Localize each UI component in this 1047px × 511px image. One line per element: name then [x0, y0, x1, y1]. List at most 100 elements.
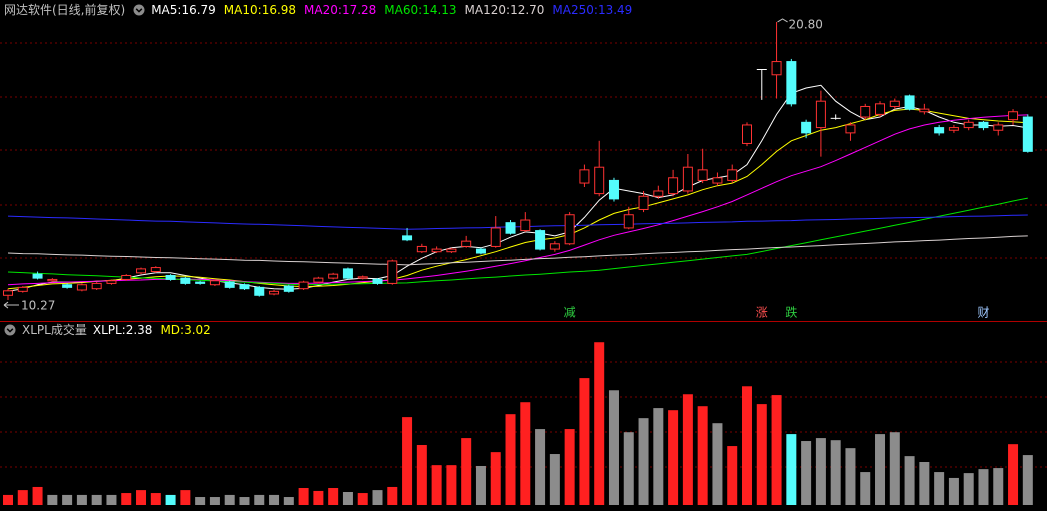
- annotation-label: 10.27: [21, 299, 55, 313]
- candle-body: [76, 284, 87, 291]
- candle-body: [17, 286, 28, 292]
- legend-name: MD: [160, 323, 181, 337]
- event-marker[interactable]: 涨: [756, 305, 768, 320]
- legend-separator: :: [337, 3, 342, 17]
- price-header: 网达软件(日线,前复权) MA5: 16.79 MA10: 16.98 MA20: …: [4, 2, 640, 18]
- annotation-pointer: [777, 18, 788, 23]
- volume-bar: [47, 494, 58, 505]
- candle-body: [549, 243, 560, 250]
- volume-bar: [224, 494, 235, 505]
- candle-body: [771, 61, 782, 76]
- candle-body: [446, 248, 457, 253]
- candle-body: [313, 277, 324, 283]
- candle-body: [638, 195, 649, 210]
- candle-body: [608, 179, 619, 200]
- candle-body: [195, 281, 206, 284]
- volume-bar: [32, 486, 43, 505]
- legend-separator: :: [121, 323, 126, 337]
- candle-body: [963, 121, 974, 129]
- volume-bar: [889, 432, 900, 505]
- legend-name: MA250: [552, 3, 594, 17]
- legend-name: MA120: [464, 3, 507, 17]
- candle-body: [254, 286, 265, 296]
- menu-icon[interactable]: [4, 324, 16, 336]
- candle-body: [180, 277, 191, 284]
- volume-bar: [830, 440, 841, 505]
- ma-line: [7, 235, 1028, 266]
- volume-bar: [682, 394, 693, 505]
- volume-bar: [372, 490, 383, 505]
- event-marker[interactable]: 财: [977, 306, 989, 320]
- menu-icon[interactable]: [133, 4, 145, 16]
- legend-value: 3.02: [184, 323, 211, 337]
- volume-bar: [535, 429, 546, 505]
- volume-bar: [520, 402, 531, 505]
- candle-body: [948, 127, 959, 131]
- volume-bar: [209, 497, 220, 505]
- candle-body: [402, 235, 413, 241]
- candle-body: [697, 169, 708, 181]
- volume-bar: [815, 438, 826, 505]
- candle-body: [653, 190, 664, 197]
- indicator-legend: XLPL: 2.38 MD: 3.02: [93, 322, 219, 338]
- candle-body: [387, 260, 398, 284]
- volume-bar: [76, 494, 87, 505]
- volume-bar: [3, 494, 13, 505]
- volume-bar: [121, 493, 132, 505]
- volume-bar: [608, 390, 619, 505]
- volume-bar: [357, 493, 368, 505]
- candle-body: [91, 282, 102, 290]
- legend-value: 12.70: [510, 3, 545, 17]
- event-marker[interactable]: 跌: [785, 305, 797, 320]
- volume-bar: [165, 494, 176, 505]
- volume-bar: [269, 494, 280, 505]
- ma-line: [7, 108, 1028, 290]
- legend-value: 13.49: [597, 3, 633, 17]
- legend-separator: :: [418, 3, 423, 17]
- volume-bar: [387, 486, 398, 505]
- candle-body: [62, 284, 73, 288]
- legend-separator: :: [257, 3, 262, 17]
- volume-bar: [564, 429, 575, 505]
- candle-body: [283, 285, 294, 292]
- volume-bar: [195, 497, 206, 505]
- volume-bar: [860, 472, 871, 505]
- candle-body: [150, 267, 161, 273]
- annotation-label: 20.80: [789, 17, 823, 31]
- event-marker[interactable]: 减: [564, 306, 576, 320]
- volume-bar: [919, 462, 930, 505]
- volume-bar: [106, 494, 117, 505]
- candle-body: [564, 214, 575, 245]
- legend-name: MA20: [304, 3, 338, 17]
- volume-bar: [712, 423, 723, 505]
- candle-body: [1022, 116, 1033, 152]
- candle-body: [357, 276, 368, 279]
- candle-body: [845, 124, 856, 134]
- volume-bar: [875, 434, 886, 505]
- candle-body: [106, 280, 117, 284]
- volume-bar: [697, 406, 708, 505]
- candle-body: [623, 214, 634, 229]
- chart-title: 网达软件(日线,前复权): [4, 3, 126, 17]
- candle-body: [461, 240, 472, 247]
- candle-body: [475, 248, 486, 254]
- volume-bar: [416, 445, 427, 505]
- volume-bar: [845, 448, 856, 505]
- annotation-arrow: [3, 301, 19, 309]
- legend-value: 17.28: [341, 3, 377, 17]
- candle-body: [934, 127, 945, 134]
- volume-bar: [239, 497, 250, 505]
- volume-bar: [549, 454, 560, 505]
- candle-body: [490, 227, 501, 247]
- volume-bar: [402, 417, 413, 505]
- volume-bar: [623, 432, 634, 505]
- candle-body: [786, 61, 797, 105]
- volume-bar: [136, 490, 147, 505]
- ma-line: [7, 114, 1028, 286]
- candle-body: [3, 290, 13, 296]
- candle-body: [889, 100, 900, 107]
- candle-body: [342, 268, 353, 279]
- volume-bar: [638, 418, 649, 505]
- ma-line: [7, 84, 1028, 292]
- volume-bar: [948, 477, 959, 505]
